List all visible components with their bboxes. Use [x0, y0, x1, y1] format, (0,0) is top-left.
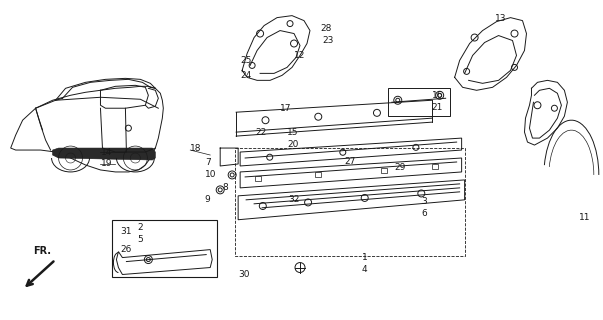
- Text: 25: 25: [240, 56, 251, 65]
- Text: FR.: FR.: [34, 245, 52, 256]
- Text: 8: 8: [222, 183, 228, 192]
- Bar: [315, 172, 321, 177]
- Text: 24: 24: [240, 71, 251, 80]
- Text: 17: 17: [280, 104, 291, 113]
- Text: 28: 28: [320, 24, 331, 33]
- Text: 4: 4: [362, 265, 367, 274]
- Bar: [381, 168, 387, 173]
- Text: 16: 16: [432, 91, 443, 100]
- Text: 22: 22: [255, 128, 267, 137]
- Text: 21: 21: [432, 103, 443, 112]
- Text: 11: 11: [579, 213, 591, 222]
- Bar: [255, 176, 261, 181]
- Text: 26: 26: [121, 245, 132, 254]
- Text: 29: 29: [395, 164, 406, 172]
- Text: 31: 31: [121, 227, 132, 236]
- Text: 20: 20: [287, 140, 298, 148]
- Text: 15: 15: [287, 128, 298, 137]
- Polygon shape: [52, 148, 156, 160]
- Text: 3: 3: [421, 197, 428, 206]
- Text: 7: 7: [205, 158, 211, 167]
- Text: 18: 18: [191, 144, 202, 153]
- Text: 19: 19: [101, 159, 112, 169]
- Text: 27: 27: [344, 157, 355, 166]
- Text: 5: 5: [137, 235, 143, 244]
- Text: 2: 2: [137, 223, 143, 232]
- Text: 6: 6: [421, 209, 428, 218]
- Text: 23: 23: [322, 36, 333, 45]
- Bar: [112, 220, 217, 277]
- Bar: [388, 88, 450, 116]
- Text: 32: 32: [288, 195, 300, 204]
- Text: 9: 9: [204, 195, 210, 204]
- Text: 1: 1: [362, 253, 368, 262]
- Text: 13: 13: [494, 14, 506, 23]
- Bar: [235, 148, 465, 256]
- Text: 10: 10: [205, 171, 216, 180]
- Text: 12: 12: [294, 51, 305, 60]
- Text: 14: 14: [101, 148, 112, 156]
- Text: 30: 30: [238, 270, 250, 279]
- Bar: [432, 164, 438, 169]
